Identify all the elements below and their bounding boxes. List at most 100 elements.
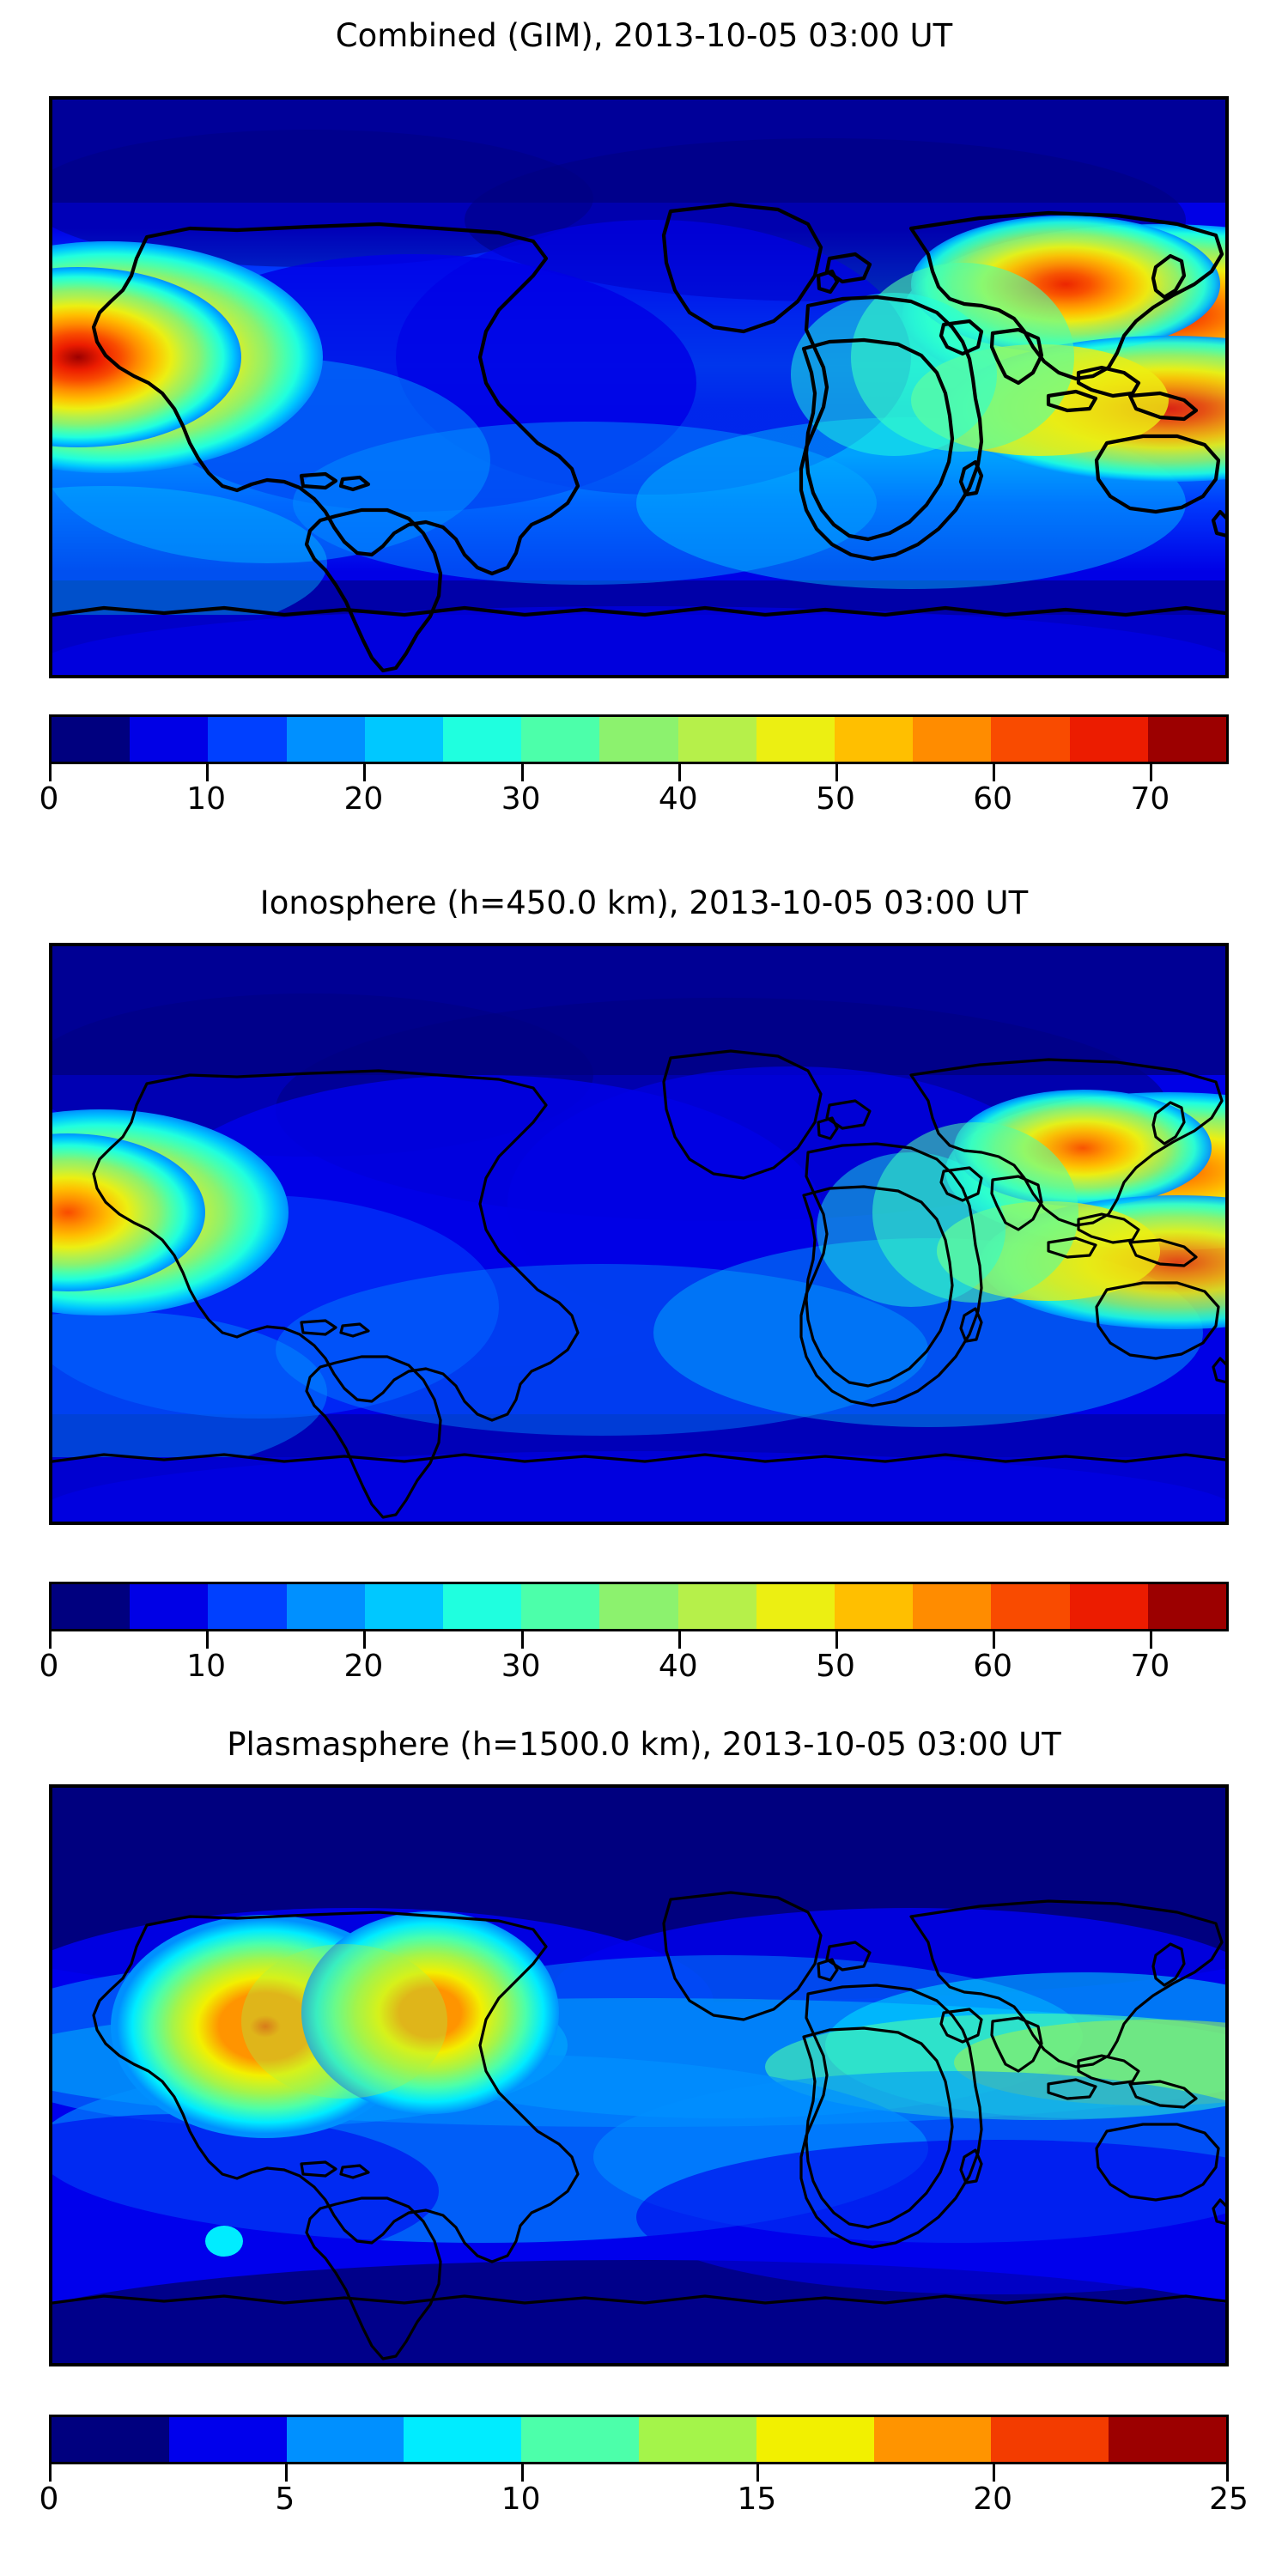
colorbar-tick-label: 30 bbox=[501, 1649, 541, 1684]
colorbar-segment bbox=[599, 1584, 678, 1629]
colorbar-ionosphere: 0 10 20 30 40 50 60 70 bbox=[39, 1582, 1229, 1692]
colorbar-tick-label: 30 bbox=[501, 781, 541, 817]
map-ionosphere-450km bbox=[49, 943, 1229, 1525]
colorbar-tick bbox=[756, 2464, 760, 2482]
contour-field-plasmasphere bbox=[52, 1788, 1225, 2363]
colorbar-segment bbox=[130, 717, 209, 762]
colorbar-strip-combined bbox=[49, 714, 1229, 764]
panel-title-combined-gim: Combined (GIM), 2013-10-05 03:00 UT bbox=[335, 17, 953, 54]
colorbar-segment bbox=[1109, 2417, 1226, 2462]
colorbar-tick-label: 20 bbox=[973, 2482, 1013, 2517]
map-canvas-combined bbox=[52, 100, 1225, 675]
colorbar-segment bbox=[404, 2417, 522, 2462]
colorbar-tick-label: 20 bbox=[343, 781, 384, 817]
colorbar-segment bbox=[913, 717, 992, 762]
colorbar-segment bbox=[443, 1584, 522, 1629]
colorbar-tick bbox=[363, 764, 367, 781]
colorbar-tick-label: 0 bbox=[39, 781, 59, 817]
colorbar-segment bbox=[677, 717, 756, 762]
panel-title-plasmasphere: Plasmasphere (h=1500.0 km), 2013-10-05 0… bbox=[227, 1726, 1061, 1763]
colorbar-tick-label: 50 bbox=[816, 1649, 855, 1684]
colorbar-segment bbox=[873, 2417, 992, 2462]
colorbar-segment bbox=[835, 1584, 914, 1629]
colorbar-tick-label: 15 bbox=[737, 2482, 777, 2517]
colorbar-tick bbox=[835, 764, 838, 781]
colorbar-tick-label: 70 bbox=[1130, 1649, 1170, 1684]
colorbar-tick bbox=[677, 764, 681, 781]
colorbar-tick bbox=[1226, 2464, 1229, 2482]
colorbar-segment bbox=[991, 2417, 1109, 2462]
colorbar-tick-label: 60 bbox=[973, 781, 1013, 817]
colorbar-tick bbox=[206, 1631, 210, 1649]
colorbar-combined-gim: 0 10 20 30 40 50 60 70 bbox=[39, 714, 1229, 824]
map-plasmasphere-1500km bbox=[49, 1784, 1229, 2366]
colorbar-segment bbox=[364, 1584, 444, 1629]
colorbar-tick bbox=[49, 1631, 52, 1649]
map-combined-gim bbox=[49, 96, 1229, 678]
colorbar-tick-label: 25 bbox=[1209, 2482, 1249, 2517]
colorbar-segment bbox=[1069, 1584, 1148, 1629]
colorbar-tick-label: 60 bbox=[973, 1649, 1013, 1684]
colorbar-segment bbox=[756, 2417, 874, 2462]
colorbar-segment bbox=[521, 2417, 639, 2462]
colorbar-segment bbox=[677, 1584, 756, 1629]
colorbar-tick bbox=[284, 2464, 288, 2482]
colorbar-tick bbox=[677, 1631, 681, 1649]
colorbar-tick-label: 70 bbox=[1130, 781, 1170, 817]
colorbar-tick-label: 5 bbox=[275, 2482, 295, 2517]
colorbar-segment bbox=[52, 1584, 131, 1629]
colorbar-segment bbox=[208, 1584, 287, 1629]
colorbar-strip-ionosphere bbox=[49, 1582, 1229, 1631]
colorbar-tick bbox=[520, 2464, 524, 2482]
colorbar-segment bbox=[52, 717, 131, 762]
map-canvas-plasmasphere bbox=[52, 1788, 1225, 2363]
colorbar-tick-label: 0 bbox=[39, 1649, 59, 1684]
colorbar-segment bbox=[286, 2417, 404, 2462]
colorbar-segment bbox=[835, 717, 914, 762]
colorbar-segment bbox=[443, 717, 522, 762]
colorbar-tick-label: 20 bbox=[343, 1649, 384, 1684]
panel-title-ionosphere: Ionosphere (h=450.0 km), 2013-10-05 03:0… bbox=[259, 884, 1029, 921]
colorbar-tick-label: 10 bbox=[186, 781, 227, 817]
colorbar-segment bbox=[756, 1584, 835, 1629]
colorbar-segment bbox=[364, 717, 444, 762]
colorbar-tick bbox=[363, 1631, 367, 1649]
colorbar-segment bbox=[1147, 1584, 1227, 1629]
colorbar-tick bbox=[1150, 1631, 1153, 1649]
colorbar-tick bbox=[993, 764, 996, 781]
colorbar-segment bbox=[638, 2417, 756, 2462]
colorbar-tick bbox=[520, 764, 524, 781]
colorbar-segment bbox=[286, 717, 365, 762]
colorbar-segment bbox=[52, 2417, 169, 2462]
contour-field-combined bbox=[52, 100, 1225, 675]
colorbar-segment bbox=[130, 1584, 209, 1629]
colorbar-tick-label: 0 bbox=[39, 2482, 59, 2517]
colorbar-segment bbox=[756, 717, 835, 762]
map-canvas-ionosphere bbox=[52, 946, 1225, 1522]
colorbar-segment bbox=[1147, 717, 1227, 762]
colorbar-tick-label: 50 bbox=[816, 781, 855, 817]
colorbar-segment bbox=[521, 1584, 600, 1629]
colorbar-tick bbox=[835, 1631, 838, 1649]
colorbar-segment bbox=[913, 1584, 992, 1629]
colorbar-segment bbox=[599, 717, 678, 762]
colorbar-plasmasphere: 0 5 10 15 20 25 bbox=[39, 2415, 1249, 2524]
colorbar-segment bbox=[991, 717, 1070, 762]
colorbar-tick bbox=[993, 2464, 996, 2482]
colorbar-segment bbox=[168, 2417, 287, 2462]
colorbar-tick-label: 10 bbox=[501, 2482, 541, 2517]
colorbar-axis-combined: 0 10 20 30 40 50 60 70 bbox=[39, 764, 1229, 824]
colorbar-tick bbox=[206, 764, 210, 781]
colorbar-segment bbox=[286, 1584, 365, 1629]
colorbar-segment bbox=[521, 717, 600, 762]
colorbar-tick bbox=[1150, 764, 1153, 781]
colorbar-tick bbox=[520, 1631, 524, 1649]
colorbar-tick-label: 40 bbox=[658, 1649, 698, 1684]
colorbar-tick-label: 10 bbox=[186, 1649, 227, 1684]
colorbar-tick-label: 40 bbox=[658, 781, 698, 817]
contour-field-ionosphere bbox=[52, 946, 1225, 1522]
colorbar-tick bbox=[993, 1631, 996, 1649]
colorbar-tick bbox=[49, 764, 52, 781]
colorbar-tick bbox=[49, 2464, 52, 2482]
